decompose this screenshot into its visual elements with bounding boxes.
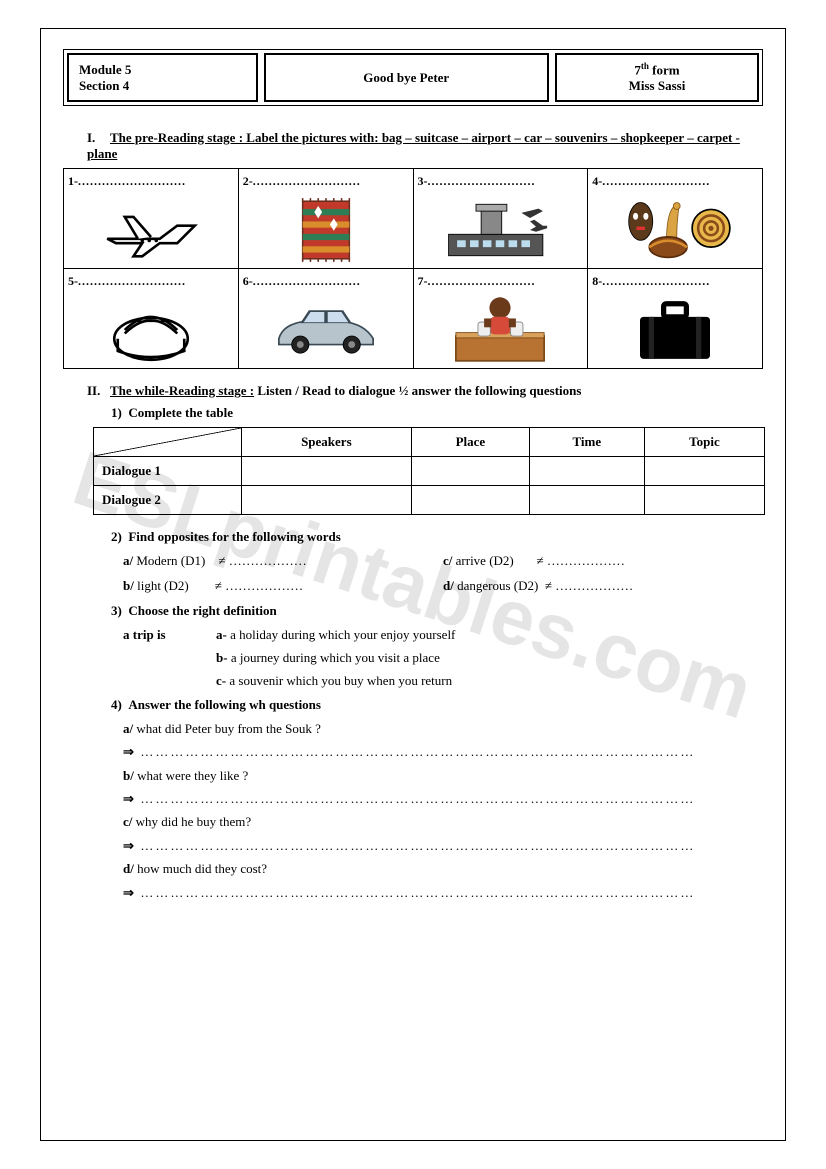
row-dialogue-1: Dialogue 1 [94,457,242,486]
suitcase-icon [588,291,762,368]
pic-cell-3: 3-........................... [413,169,588,269]
q2-heading: 2) Find opposites for the following word… [111,529,763,545]
module-label: Module 5 [79,62,246,78]
airport-icon [414,191,588,268]
carpet-icon [239,191,413,268]
pic-cell-5: 5-........................... [64,269,239,369]
car-icon [239,291,413,368]
form-label: 7th form [567,61,747,78]
header-left: Module 5 Section 4 [67,53,258,102]
header-box: Module 5 Section 4 Good bye Peter 7th fo… [63,49,763,106]
pic-cell-8: 8-........................... [588,269,763,369]
header-title: Good bye Peter [264,53,549,102]
pic-cell-2: 2-........................... [238,169,413,269]
pic-cell-6: 6-........................... [238,269,413,369]
col-topic: Topic [644,428,764,457]
definitions-block: a trip is a- a holiday during which your… [123,623,763,693]
wh-questions: a/ what did Peter buy from the Souk ? ⇒ … [123,717,763,904]
pic-cell-4: 4-........................... [588,169,763,269]
q1-heading: 1) Complete the table [111,405,763,421]
souvenirs-icon [588,191,762,268]
section-I: I. The pre-Reading stage : Label the pic… [87,130,763,162]
opposites-block: a/ Modern (D1) ≠ ……………… c/ arrive (D2) ≠… [123,549,763,598]
row-dialogue-2: Dialogue 2 [94,486,242,515]
q3-heading: 3) Choose the right definition [111,603,763,619]
section-II: II. The while-Reading stage : Listen / R… [87,383,763,399]
plane-icon [64,191,238,268]
col-speakers: Speakers [241,428,411,457]
shopkeeper-icon [414,291,588,368]
header-right: 7th form Miss Sassi [555,53,759,102]
dialogue-table: Speakers Place Time Topic Dialogue 1 Dia… [93,427,765,515]
page-frame: Module 5 Section 4 Good bye Peter 7th fo… [40,28,786,1141]
teacher-label: Miss Sassi [567,78,747,94]
col-time: Time [529,428,644,457]
section-label: Section 4 [79,78,246,94]
pic-cell-7: 7-........................... [413,269,588,369]
q4-heading: 4) Answer the following wh questions [111,697,763,713]
col-place: Place [412,428,530,457]
pictures-grid: 1-........................... 2-........… [63,168,763,369]
bag-icon [64,291,238,368]
pic-cell-1: 1-........................... [64,169,239,269]
